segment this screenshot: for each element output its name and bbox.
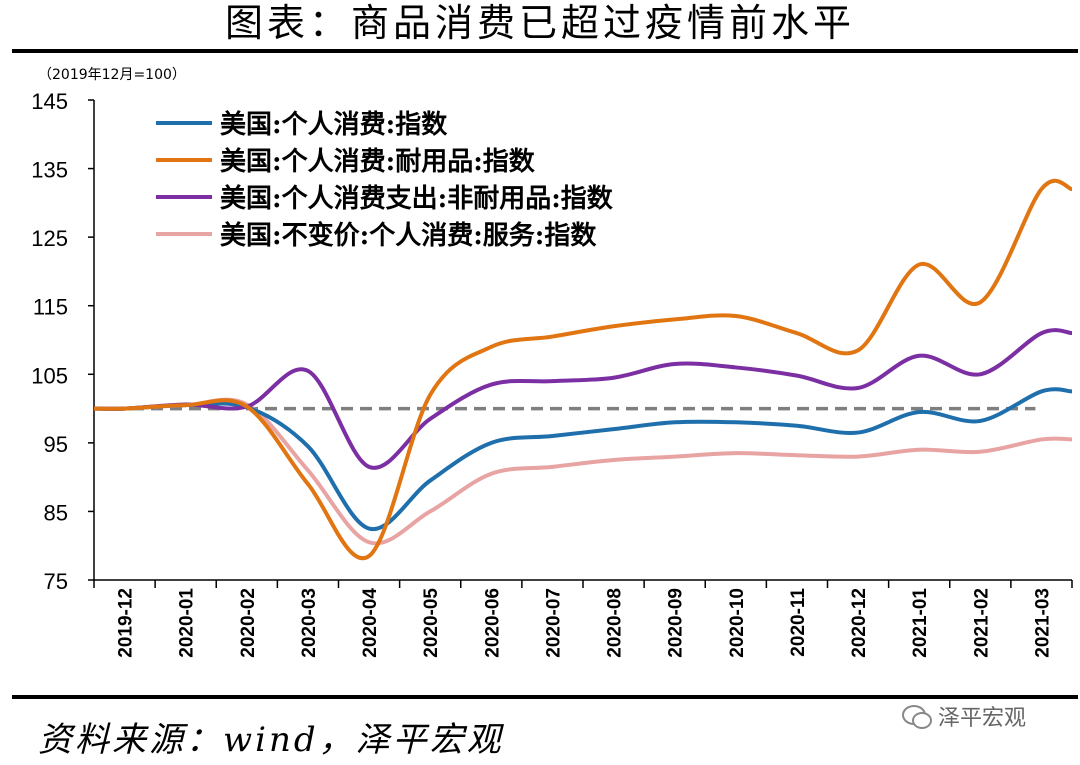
series-line-2 (93, 178, 1073, 561)
y-tick-label: 145 (31, 89, 68, 114)
watermark: 泽平宏观 (902, 700, 1026, 732)
x-tick-label: 2020-03 (299, 588, 320, 658)
legend-item: 美国:个人消费:耐用品:指数 (156, 141, 613, 178)
legend-swatch-2 (156, 157, 212, 162)
x-tick-label: 2020-02 (238, 588, 259, 658)
x-tick-label: 2020-10 (727, 588, 748, 658)
x-tick-label: 2020-12 (849, 588, 870, 658)
y-tick-label: 105 (31, 363, 68, 388)
x-tick-label: 2020-05 (421, 588, 442, 658)
legend-label-4: 美国:不变价:个人消费:服务:指数 (220, 221, 597, 251)
x-tick-label: 2020-08 (605, 588, 626, 658)
watermark-text: 泽平宏观 (938, 706, 1027, 731)
legend-label-3: 美国:个人消费支出:非耐用品:指数 (220, 184, 613, 214)
chart-title: 图表：商品消费已超过疫情前水平 (224, 1, 855, 45)
series-line-1 (93, 387, 1073, 531)
legend: 美国:个人消费:指数 美国:个人消费:耐用品:指数 美国:个人消费支出:非耐用品… (156, 104, 613, 252)
legend-item: 美国:个人消费支出:非耐用品:指数 (156, 178, 613, 215)
y-tick-label: 135 (31, 158, 68, 183)
bottom-rule (12, 695, 1078, 699)
x-tick-label: 2021-03 (1032, 588, 1053, 658)
legend-swatch-1 (156, 120, 212, 125)
y-tick-label: 95 (44, 432, 68, 457)
x-tick-label: 2020-09 (666, 588, 687, 658)
x-tick-label: 2020-06 (482, 588, 503, 658)
y-tick-label: 85 (44, 500, 68, 525)
y-tick-label: 115 (33, 295, 68, 320)
x-tick-label: 2021-01 (910, 588, 931, 658)
unit-note: （2019年12月=100） (38, 67, 186, 83)
wechat-icon (902, 703, 932, 729)
x-tick-label: 2021-02 (971, 588, 992, 658)
y-tick-label: 75 (44, 569, 68, 594)
legend-label-2: 美国:个人消费:耐用品:指数 (220, 147, 535, 177)
x-tick-label: 2020-01 (177, 588, 198, 658)
source-note: 资料来源：wind，泽平宏观 (38, 720, 504, 760)
y-tick-label: 125 (31, 226, 68, 251)
legend-item: 美国:个人消费:指数 (156, 104, 613, 141)
x-tick-label: 2019-12 (116, 588, 137, 658)
legend-swatch-4 (156, 231, 212, 236)
series-line-3 (93, 328, 1073, 470)
x-tick-label: 2020-04 (360, 588, 381, 658)
legend-swatch-3 (156, 194, 212, 199)
legend-label-1: 美国:个人消费:指数 (220, 110, 448, 140)
x-tick-label: 2020-07 (543, 588, 564, 658)
top-rule (12, 49, 1078, 53)
legend-item: 美国:不变价:个人消费:服务:指数 (156, 215, 613, 252)
series-line-4 (93, 397, 1073, 546)
x-tick-label: 2020-11 (788, 588, 809, 657)
